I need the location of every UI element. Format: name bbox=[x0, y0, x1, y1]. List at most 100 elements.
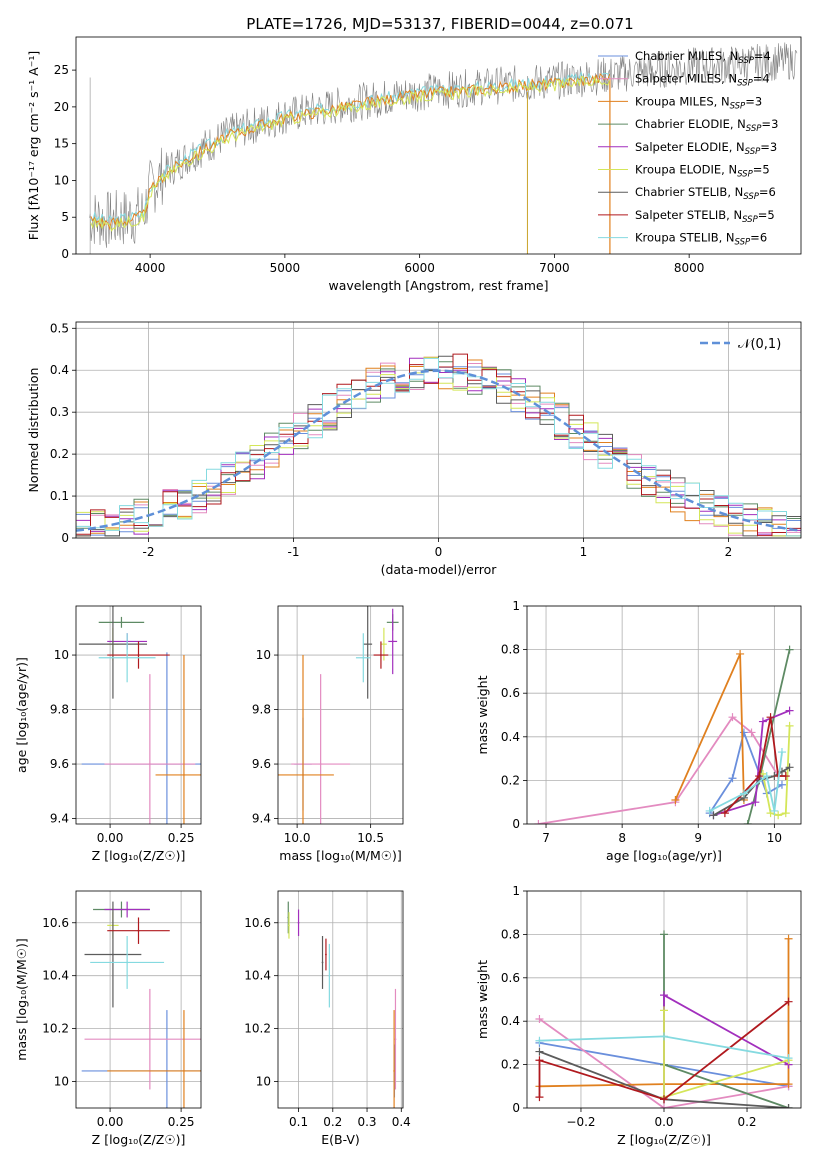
legend-series-name: Chabrier ELODIE bbox=[635, 117, 730, 131]
weight-point-marker bbox=[784, 1054, 793, 1063]
x-tick-label: 0.3 bbox=[357, 1115, 376, 1129]
scatter-point bbox=[382, 643, 385, 646]
weight-point-marker bbox=[755, 772, 764, 781]
scatter-point bbox=[126, 656, 129, 659]
y-tick-label: 10 bbox=[54, 1075, 69, 1089]
y-axis-label: Normed distribution bbox=[26, 368, 41, 493]
weight-point-marker bbox=[774, 811, 783, 820]
weight-point-marker bbox=[728, 713, 737, 722]
x-axis-label: wavelength [Angstrom, rest frame] bbox=[328, 278, 548, 293]
y-tick-label: 10.4 bbox=[244, 969, 271, 983]
plot-area bbox=[81, 901, 201, 1108]
x-tick-label: 1 bbox=[580, 545, 588, 559]
weight-point-marker bbox=[535, 1093, 544, 1102]
legend-nssp-eq: = bbox=[760, 140, 770, 154]
x-tick-label: 4000 bbox=[135, 261, 166, 275]
legend-label: Kroupa ELODIE, NSSP=5 bbox=[635, 163, 770, 180]
scatter-point bbox=[328, 974, 331, 977]
y-tick-label: 0 bbox=[61, 247, 69, 261]
weight-point-marker bbox=[747, 728, 756, 737]
x-tick-label: 0.00 bbox=[97, 831, 124, 845]
scatter-point bbox=[183, 774, 185, 776]
spectrum-legend: Chabrier MILES, NSSP=4 Salpeter MILES, NS… bbox=[598, 49, 778, 248]
x-tick-label: 8000 bbox=[674, 261, 705, 275]
y-tick-label: 9.6 bbox=[50, 757, 69, 771]
x-tick-label: 7000 bbox=[539, 261, 570, 275]
x-tick-label: 5000 bbox=[270, 261, 301, 275]
panel-weight_vs_Z: −0.2 0.0 0.2 0 0.2 0.4 0.6 0.8 1 Z [log₁₀(Z/Z☉)] m… bbox=[475, 884, 802, 1147]
axes-frame bbox=[277, 890, 404, 1109]
weight-point-marker bbox=[777, 748, 786, 757]
model-spectrum bbox=[90, 75, 611, 232]
y-tick-label: 0.2 bbox=[501, 1058, 520, 1072]
legend-nssp-prefix: , N bbox=[727, 185, 743, 199]
x-tick-label: 10.0 bbox=[284, 831, 311, 845]
y-tick-label: 0.5 bbox=[50, 321, 69, 335]
x-tick-label: 8 bbox=[618, 831, 626, 845]
x-tick-label: 6000 bbox=[404, 261, 435, 275]
y-tick-label: 10.2 bbox=[244, 1022, 271, 1036]
scatter-point bbox=[148, 1038, 151, 1041]
y-tick-label: 0.8 bbox=[501, 927, 520, 941]
model-spectrum bbox=[90, 73, 611, 231]
legend-nssp-prefix: , N bbox=[714, 94, 730, 108]
weight-point-marker bbox=[660, 1095, 668, 1104]
panel-age_vs_Z: 0.00 0.25 9.4 9.6 9.8 10 Z [log₁₀(Z/Z☉)] age [l… bbox=[14, 605, 202, 863]
scatter-point bbox=[183, 1070, 185, 1072]
x-tick-label: 0.25 bbox=[168, 831, 195, 845]
y-tick-label: 0 bbox=[512, 817, 520, 831]
x-tick-label: 7 bbox=[542, 831, 550, 845]
scatter-point bbox=[112, 643, 114, 646]
legend-nssp-value: 5 bbox=[762, 163, 769, 177]
x-tick-label: 2 bbox=[725, 545, 733, 559]
legend-nssp-subscript: SSP bbox=[737, 170, 753, 180]
legend-nssp-subscript: SSP bbox=[745, 147, 761, 157]
x-tick-label: −0.2 bbox=[566, 1115, 595, 1129]
y-tick-label: 0.4 bbox=[501, 1014, 520, 1028]
y-tick-label: 9.6 bbox=[252, 757, 271, 771]
histogram-series bbox=[76, 357, 801, 537]
y-tick-label: 25 bbox=[54, 63, 69, 77]
y-axis-label: mass [log₁₀(M/M☉)] bbox=[14, 938, 29, 1060]
weight-point-marker bbox=[534, 820, 543, 824]
y-axis-label: mass weight bbox=[475, 960, 490, 1039]
panel-mass_vs_ebv: 0.1 0.2 0.3 0.4 10 10.2 10.4 10.6 E(B-V) bbox=[244, 890, 411, 1147]
legend-nssp-prefix: , N bbox=[730, 117, 746, 131]
legend-nssp-value: 4 bbox=[764, 49, 771, 63]
normal-reference-curve bbox=[76, 369, 801, 532]
legend-nssp-value: 4 bbox=[762, 72, 769, 86]
plot-area bbox=[76, 353, 801, 537]
legend-label: Chabrier MILES, NSSP=4 bbox=[635, 49, 771, 66]
y-tick-label: 1 bbox=[512, 599, 520, 613]
scatter-point bbox=[288, 924, 290, 927]
y-tick-label: 0.4 bbox=[501, 730, 520, 744]
weight-point-marker bbox=[758, 717, 767, 726]
weight-point-marker bbox=[535, 1047, 544, 1056]
x-tick-label: 0.25 bbox=[168, 1115, 195, 1129]
panel-spectrum: 4000 5000 6000 7000 8000 0 5 10 15 20 25 wavelength… bbox=[26, 36, 802, 293]
weight-point-marker bbox=[785, 706, 794, 715]
scatter-point bbox=[391, 640, 394, 643]
scatter-point bbox=[148, 763, 151, 765]
legend-label: Salpeter MILES, NSSP=4 bbox=[635, 72, 770, 89]
legend-nssp-eq: = bbox=[745, 94, 755, 108]
x-axis-label: age [log₁₀(age/yr)] bbox=[606, 848, 722, 863]
y-tick-label: 0.2 bbox=[50, 447, 69, 461]
legend-series-name: Salpeter STELIB bbox=[635, 208, 726, 222]
scatter-point bbox=[137, 929, 140, 932]
x-tick-label: -1 bbox=[288, 545, 300, 559]
legend-nssp-value: 3 bbox=[755, 94, 762, 108]
weight-point-marker bbox=[535, 1015, 544, 1024]
panel-mass_vs_Z: 0.00 0.25 10 10.2 10.4 10.6 Z [log₁₀(Z/Z☉)] mas… bbox=[14, 890, 202, 1147]
weight-series-line bbox=[539, 938, 790, 1088]
axes-frame bbox=[75, 890, 202, 1109]
weight-point-marker bbox=[709, 811, 718, 820]
legend-nssp-eq: = bbox=[759, 185, 769, 199]
plot-area bbox=[534, 645, 794, 824]
legend-nssp-subscript: SSP bbox=[746, 124, 762, 134]
y-tick-label: 10.2 bbox=[42, 1022, 69, 1036]
weight-point-marker bbox=[660, 1032, 668, 1041]
x-tick-label: 0.4 bbox=[392, 1115, 411, 1129]
x-tick-label: 0.00 bbox=[97, 1115, 124, 1129]
